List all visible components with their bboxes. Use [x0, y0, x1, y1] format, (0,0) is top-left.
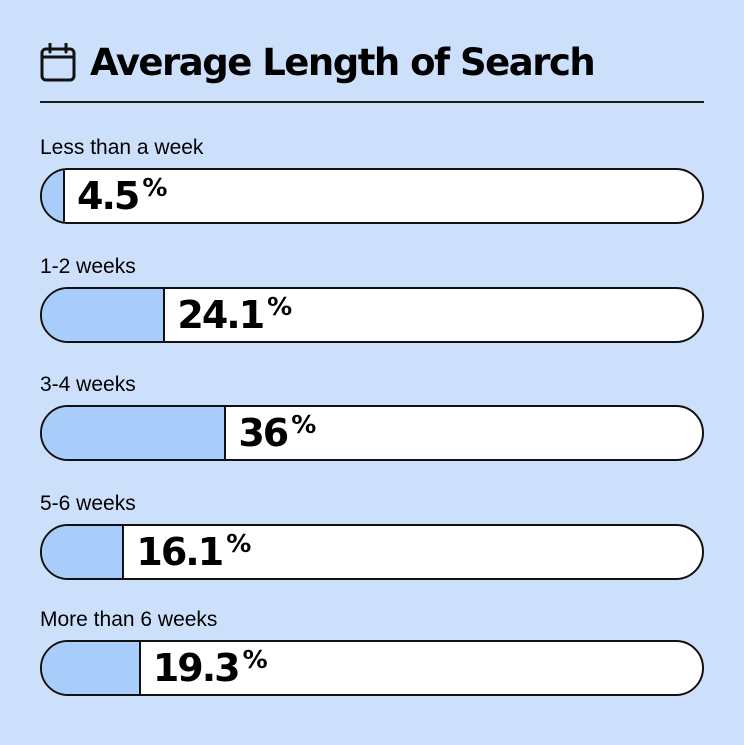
value-number: 19.3 — [152, 646, 241, 690]
category-label: 5-6 weeks — [40, 492, 136, 515]
calendar-icon — [40, 43, 76, 82]
bar-fill — [42, 170, 66, 222]
bar-fill — [42, 407, 227, 459]
category-label: 1-2 weeks — [40, 255, 136, 278]
bar-track: 16.1 % — [40, 524, 704, 580]
bar-fill — [42, 289, 166, 341]
bar-track: 24.1 % — [40, 287, 704, 343]
chart-header: Average Length of Search — [40, 38, 596, 88]
bar-row: 3-4 weeks 36 % — [40, 372, 704, 461]
category-label: More than 6 weeks — [40, 608, 218, 631]
category-label: 3-4 weeks — [40, 373, 136, 396]
percent-sign: % — [242, 645, 268, 674]
chart-title: Average Length of Search — [90, 41, 596, 84]
percent-sign: % — [267, 292, 292, 321]
bar-track: 36 % — [40, 405, 704, 461]
value-label: 4.5 % — [77, 170, 167, 222]
bar-fill — [42, 642, 141, 694]
value-number: 4.5 — [77, 174, 140, 218]
value-number: 36 — [238, 411, 289, 455]
percent-sign: % — [226, 529, 251, 558]
category-label: Less than a week — [40, 136, 204, 159]
bar-fill — [42, 526, 125, 578]
bar-track: 19.3 % — [40, 640, 704, 696]
bar-row: More than 6 weeks 19.3 % — [40, 607, 704, 696]
percent-sign: % — [142, 173, 167, 202]
value-label: 36 % — [238, 407, 316, 459]
title-divider — [40, 101, 704, 103]
value-label: 19.3 % — [152, 642, 268, 694]
bar-row: Less than a week 4.5 % — [40, 135, 704, 224]
value-number: 24.1 — [177, 293, 265, 337]
percent-sign: % — [291, 410, 316, 439]
value-label: 24.1 % — [177, 289, 292, 341]
bar-row: 5-6 weeks 16.1 % — [40, 491, 704, 580]
value-number: 16.1 — [136, 530, 224, 574]
bar-row: 1-2 weeks 24.1 % — [40, 254, 704, 343]
bar-track: 4.5 % — [40, 168, 704, 224]
value-label: 16.1 % — [136, 526, 251, 578]
